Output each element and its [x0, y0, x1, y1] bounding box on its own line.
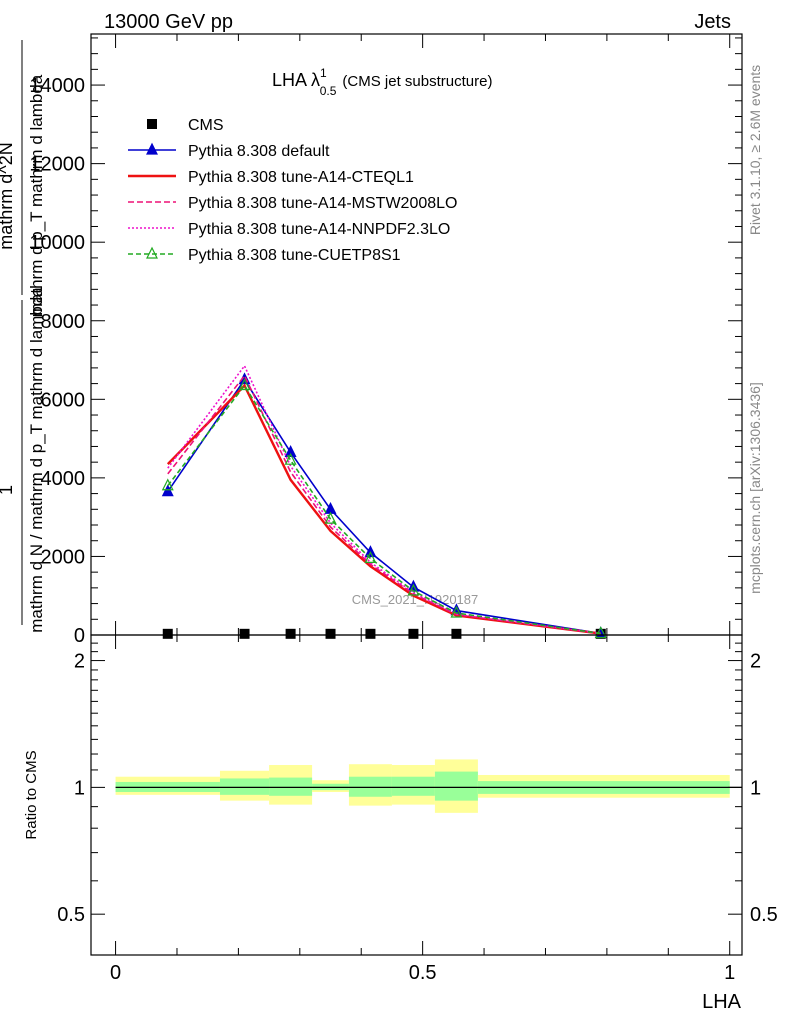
- plot-title-sub: 0.5: [320, 84, 337, 98]
- series-marker-5: [284, 452, 297, 465]
- series-marker-1: [284, 445, 297, 457]
- legend-label-1: Pythia 8.308 default: [188, 143, 330, 160]
- legend-marker-1: [146, 142, 158, 155]
- ratio-stat-uncertainty-band: [348, 776, 392, 797]
- rivet-label: Rivet 3.1.10, ≥ 2.6M events: [747, 65, 763, 235]
- cms-data-point: [451, 628, 462, 639]
- y-label-part3: mathrm d^2N: [0, 142, 16, 249]
- cms-data-point: [162, 628, 173, 639]
- legend-label-3: Pythia 8.308 tune-A14-MSTW2008LO: [188, 195, 457, 212]
- series-marker-5: [364, 551, 377, 564]
- plot-title-note: (CMS jet substructure): [342, 73, 492, 90]
- ratio-y-tick-label-left: 2: [74, 651, 85, 673]
- ratio-y-label: Ratio to CMS: [23, 750, 40, 839]
- y-tick-label: 10000: [29, 232, 85, 254]
- ratio-axes: 0 0.5 1 0.5 0.5 1 1 2 2: [57, 635, 778, 984]
- main-axes: 0 2000 4000 6000 8000 10000 12000 14000: [29, 34, 742, 647]
- x-tick-label: 0: [110, 962, 121, 984]
- series-line-4: [167, 364, 601, 635]
- ratio-y-tick-label-right: 1: [750, 777, 761, 799]
- ratio-y-tick-label-left: 1: [74, 777, 85, 799]
- legend-label-cms: CMS: [188, 117, 224, 134]
- x-axis-label: LHA: [702, 991, 742, 1013]
- ratio-frame: [90, 634, 743, 956]
- legend-label-5: Pythia 8.308 tune-CUETP8S1: [188, 247, 401, 264]
- legend-marker-5: [146, 246, 158, 259]
- x-tick-label: 1: [724, 962, 735, 984]
- ratio-y-tick-label-right: 2: [750, 651, 761, 673]
- ratio-y-tick-label-left: 0.5: [57, 904, 85, 926]
- cms-data-point: [285, 628, 296, 639]
- ratio-bands: [115, 759, 730, 813]
- series-marker-5: [238, 378, 251, 391]
- x-tick-label: 0.5: [409, 962, 437, 984]
- legend-label-4: Pythia 8.308 tune-A14-NNPDF2.3LO: [188, 221, 450, 238]
- ratio-y-tick-label-right: 0.5: [750, 904, 778, 926]
- y-label-part2: mathrm d N / mathrm d p_T mathrm d lambd…: [27, 287, 46, 633]
- y-tick-label: 14000: [29, 75, 85, 97]
- mcplots-label: mcplots.cern.ch [arXiv:1306.3436]: [747, 382, 763, 594]
- legend-label-2: Pythia 8.308 tune-A14-CTEQL1: [188, 169, 414, 186]
- plot-title-sup: 1: [320, 66, 327, 80]
- plot-title-main: LHA λ: [272, 70, 320, 90]
- main-series-group: [161, 364, 607, 639]
- y-label-part1: 1: [0, 485, 16, 495]
- series-marker-5: [407, 583, 420, 596]
- cms-data-point: [325, 628, 336, 639]
- ratio-stat-uncertainty-band: [434, 771, 478, 801]
- legend: CMS Pythia 8.308 default Pythia 8.308 tune…: [128, 117, 457, 264]
- cms-data-point: [239, 628, 250, 639]
- plot-title: LHA λ1 0.5 (CMS jet substructure): [272, 66, 492, 98]
- y-label-part4: mathrm d p_T mathrm d lambda: [27, 74, 46, 317]
- series-marker-5: [161, 478, 174, 491]
- y-axis-label: 1 mathrm d N / mathrm d p_T mathrm d lam…: [0, 40, 46, 633]
- series-line-5: [167, 384, 601, 635]
- series-marker-5: [594, 626, 607, 639]
- y-tick-label: 8000: [41, 311, 86, 333]
- ratio-stat-uncertainty-band: [219, 778, 270, 795]
- series-marker-1: [161, 484, 174, 497]
- y-tick-label: 12000: [29, 154, 85, 176]
- header-process-label: Jets: [694, 11, 731, 33]
- series-marker-5: [324, 511, 337, 524]
- y-tick-label: 0: [74, 625, 85, 647]
- ratio-stat-uncertainty-band: [269, 777, 313, 796]
- y-tick-label: 6000: [41, 389, 86, 411]
- y-tick-label: 4000: [41, 468, 86, 490]
- cms-data-point: [408, 628, 419, 639]
- legend-marker-cms: [147, 119, 157, 129]
- y-tick-label: 2000: [41, 546, 86, 568]
- series-line-1: [167, 378, 601, 635]
- analysis-watermark: CMS_2021_I1920187: [352, 592, 479, 607]
- cms-data-point: [365, 628, 376, 639]
- series-marker-5: [450, 605, 463, 618]
- header-energy-label: 13000 GeV pp: [104, 11, 233, 33]
- series-line-2: [166, 383, 601, 635]
- ratio-stat-uncertainty-band: [391, 776, 435, 796]
